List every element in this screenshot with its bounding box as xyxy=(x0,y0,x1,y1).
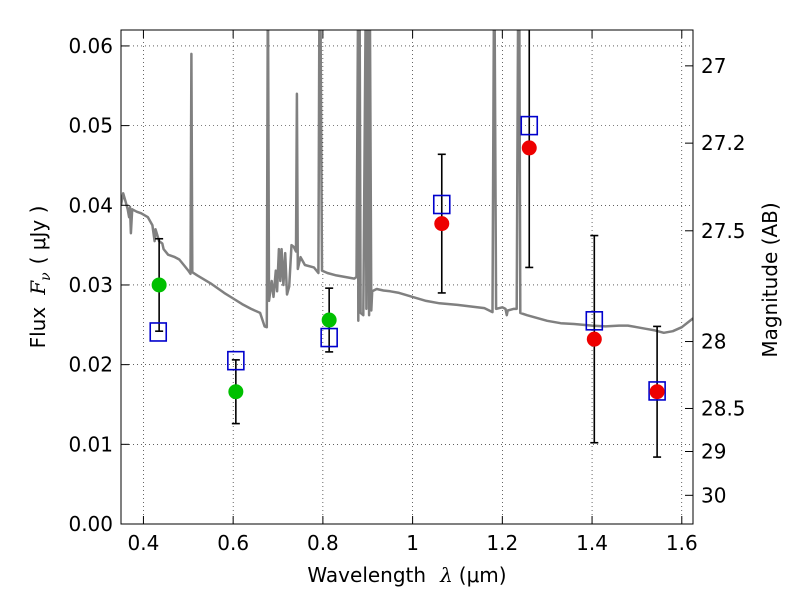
observed-point xyxy=(434,216,450,232)
y-axis-label: FluxFν( μJy ) xyxy=(26,206,54,349)
y2-tick-label: 30 xyxy=(701,483,726,507)
x-tick-label: 1.6 xyxy=(666,531,698,555)
x-tick-label: 0.4 xyxy=(128,531,160,555)
observed-point xyxy=(649,384,665,400)
y-tick-label: 0.06 xyxy=(68,34,113,58)
model-flux-box xyxy=(520,115,539,136)
y-tick-label: 0.03 xyxy=(68,273,113,297)
y2-tick-label: 28 xyxy=(701,330,726,354)
model-flux-box xyxy=(227,350,245,371)
model-flux-box xyxy=(320,327,338,348)
y2-axis-label: Magnitude (AB) xyxy=(758,202,782,357)
y2-tick-label: 29 xyxy=(701,439,726,463)
plot-area xyxy=(121,30,693,458)
observed-point xyxy=(321,312,337,328)
x-tick-label: 0.8 xyxy=(307,531,339,555)
model-flux-box xyxy=(149,322,168,342)
observed-point xyxy=(521,140,537,156)
y2-tick-label: 28.5 xyxy=(701,396,746,420)
model-flux-box xyxy=(432,194,451,215)
grid xyxy=(121,30,693,525)
observed-point xyxy=(228,384,244,400)
y-tick-label: 0.05 xyxy=(68,114,113,138)
x-tick-label: 1 xyxy=(406,531,419,555)
plot-frame xyxy=(120,29,694,525)
x-tick-label: 1.2 xyxy=(486,531,518,555)
y-tick-label: 0.04 xyxy=(68,193,113,217)
axis-ticks: 0.4 0.6 0.8 1 1.2 1.4 1.6 0.00 0.01 0.02 0.03 0.04 0… xyxy=(68,30,746,555)
observed-point xyxy=(586,331,602,347)
model-flux-box xyxy=(585,311,604,331)
x-axis-label: Wavelength λ (μm) xyxy=(307,563,506,587)
y2-tick-label: 27 xyxy=(701,54,726,78)
observed-point xyxy=(151,277,167,293)
y-tick-label: 0.00 xyxy=(68,512,113,536)
x-tick-label: 1.4 xyxy=(576,531,608,555)
model-flux-box xyxy=(648,381,666,401)
y-tick-label: 0.02 xyxy=(68,353,113,377)
y2-tick-label: 27.2 xyxy=(701,131,746,155)
y-tick-label: 0.01 xyxy=(68,432,113,456)
y2-tick-label: 27.5 xyxy=(701,219,746,243)
x-tick-label: 0.6 xyxy=(217,531,249,555)
model-spectrum-line xyxy=(121,30,693,335)
